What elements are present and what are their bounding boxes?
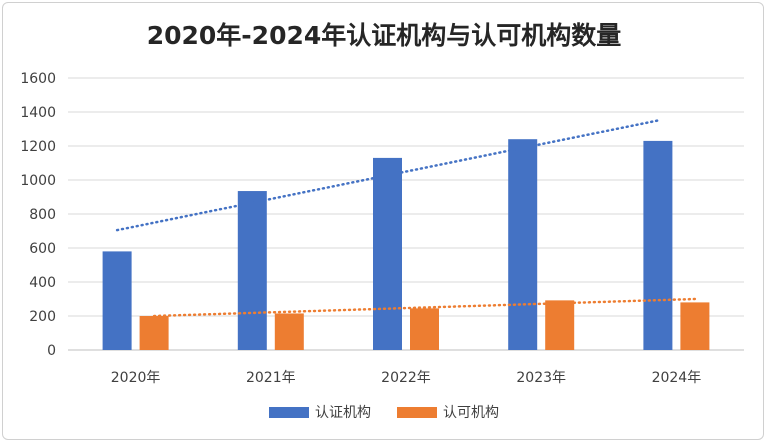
y-tick-label-400: 400 [29, 275, 56, 291]
bar-0-2 [373, 157, 402, 350]
y-tick-label-1400: 1400 [20, 105, 56, 121]
x-tick-label-3: 2023年 [516, 370, 566, 386]
bar-0-0 [102, 251, 132, 350]
bar-0-1 [237, 191, 267, 350]
chart-title: 2020年-2024年认证机构与认可机构数量 [146, 21, 622, 50]
x-tick-label-0: 2020年 [111, 370, 161, 386]
legend-item-series-1: 认可机构 [397, 402, 499, 422]
chart-legend: 认证机构 认可机构 [0, 402, 768, 422]
bar-1-2 [410, 308, 439, 350]
bar-1-1 [274, 313, 304, 350]
y-tick-label-600: 600 [29, 241, 56, 257]
legend-label-series-0: 认证机构 [315, 405, 371, 421]
legend-item-series-0: 认证机构 [269, 402, 371, 422]
bar-0-3 [508, 139, 538, 350]
legend-swatch-series-1 [397, 406, 437, 418]
bar-1-4 [680, 302, 710, 350]
x-tick-label-4: 2024年 [652, 370, 702, 386]
y-tick-label-1200: 1200 [20, 139, 56, 155]
trendline-0 [115, 119, 660, 232]
bar-0-4 [643, 140, 673, 350]
legend-label-series-1: 认可机构 [443, 405, 499, 421]
y-tick-label-800: 800 [29, 207, 56, 223]
y-tick-label-0: 0 [47, 343, 56, 359]
y-tick-label-200: 200 [29, 309, 56, 325]
x-tick-label-1: 2021年 [246, 370, 296, 386]
bar-1-0 [139, 316, 169, 350]
trendline-1 [152, 297, 697, 318]
legend-swatch-series-0 [269, 406, 309, 418]
x-tick-label-2: 2022年 [381, 370, 431, 386]
y-tick-label-1600: 1600 [20, 71, 56, 87]
y-tick-label-1000: 1000 [20, 173, 56, 189]
bar-1-3 [545, 300, 575, 350]
